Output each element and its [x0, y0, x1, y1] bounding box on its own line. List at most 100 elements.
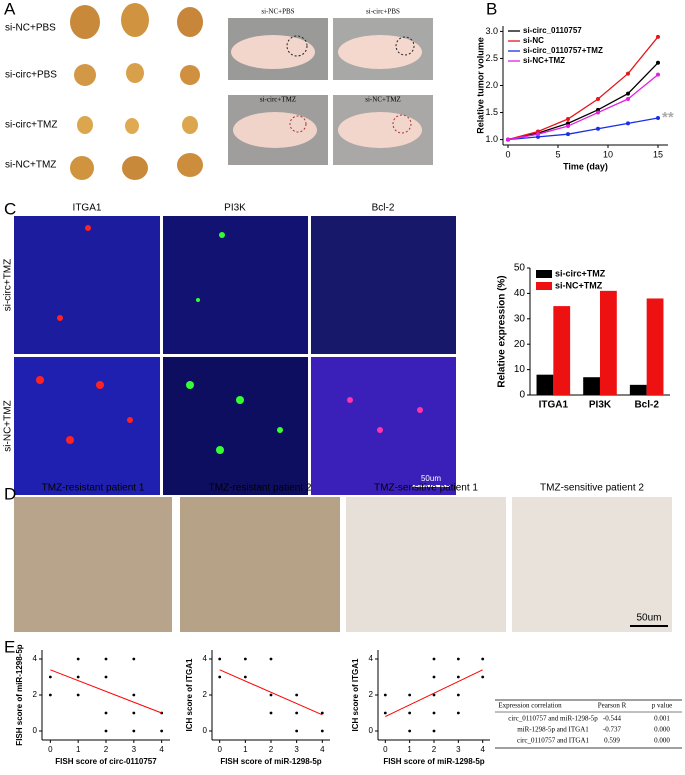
x-axis-label: FISH score of circ-0110757 [55, 757, 157, 766]
legend-swatch [536, 282, 552, 290]
scale-bar-label: 50um [636, 613, 661, 624]
x-tick-label: 5 [555, 149, 560, 159]
point [432, 657, 436, 661]
point [536, 132, 540, 137]
x-tick-label: 0 [505, 149, 510, 159]
point [132, 657, 136, 661]
row-label: si-NC+TMZ [3, 400, 14, 451]
y-tick-label: 2.5 [485, 53, 498, 63]
point [656, 72, 660, 77]
point [432, 711, 436, 715]
fit-line [50, 669, 162, 714]
x-tick-label: PI3K [589, 400, 612, 411]
point [456, 693, 460, 697]
bar [600, 290, 617, 395]
scale-bar-label: 50um [421, 474, 441, 483]
point [432, 729, 436, 733]
line [507, 36, 659, 141]
point [218, 675, 222, 679]
table-header: Expression correlation [498, 702, 562, 710]
fluorescence-images [14, 216, 456, 495]
y-tick-label: 0 [203, 726, 208, 735]
point [269, 693, 273, 697]
photo-label: si-circ+TMZ [260, 96, 296, 104]
point [295, 729, 299, 733]
y-tick-label: 40 [514, 288, 526, 299]
x-tick-label: 0 [383, 745, 388, 754]
legend-label: si-NC [523, 36, 544, 45]
point [456, 657, 460, 661]
point [566, 117, 570, 122]
x-tick-label: ITGA1 [539, 400, 569, 411]
bar [553, 306, 571, 395]
legend-swatch [536, 270, 552, 278]
panel-letter: D [4, 484, 16, 503]
x-tick-label: 2 [269, 745, 274, 754]
point [596, 126, 600, 131]
point [48, 675, 52, 679]
point [295, 693, 299, 697]
table-cell: -0.544 [603, 715, 622, 723]
line [507, 74, 659, 141]
photo-label: si-NC+TMZ [365, 96, 400, 104]
y-axis-label: ICH score of ITGA1 [351, 658, 360, 731]
point [104, 657, 108, 661]
photo-label: si-NC+PBS [261, 8, 294, 16]
point [320, 711, 324, 715]
column-label: Bcl-2 [372, 203, 395, 214]
x-tick-label: 4 [320, 745, 325, 754]
x-tick-label: 4 [480, 745, 485, 754]
x-axis-label: FISH score of miR-1298-5p [383, 757, 484, 766]
table-cell: circ_0110757 and ITGA1 [517, 737, 590, 745]
image-title: TMZ-sensitive patient 1 [374, 483, 478, 494]
point [596, 97, 600, 102]
point [76, 693, 80, 697]
x-tick-label: 3 [294, 745, 299, 754]
row-label: si-circ+TMZ [5, 120, 58, 131]
x-tick-label: 1 [243, 745, 248, 754]
point [269, 711, 273, 715]
point [481, 675, 485, 679]
point [132, 729, 136, 733]
y-tick-label: 30 [514, 313, 526, 324]
y-tick-label: 4 [369, 654, 374, 663]
table-cell: -0.737 [603, 726, 622, 734]
x-tick-label: 0 [217, 745, 222, 754]
y-tick-label: 1.5 [485, 107, 498, 117]
x-tick-label: 1 [76, 745, 81, 754]
y-tick-label: 2.0 [485, 80, 498, 90]
bar [629, 384, 647, 395]
table-cell: 0.000 [654, 737, 670, 745]
point [269, 657, 273, 661]
panel-letter: C [4, 199, 16, 218]
point [243, 675, 247, 679]
image-title: TMZ-resistant patient 1 [42, 483, 145, 494]
point [566, 124, 570, 129]
table-header: Pearson R [598, 702, 627, 710]
point [656, 115, 660, 120]
table-cell: miR-1298-5p and ITGA1 [517, 726, 589, 734]
y-tick-label: 4 [203, 654, 208, 663]
point [432, 675, 436, 679]
y-axis-label: Relative expression (%) [497, 275, 508, 387]
point [456, 675, 460, 679]
table-header: p value [652, 702, 672, 710]
column-label: PI3K [224, 203, 246, 214]
legend-label: si-circ+TMZ [555, 268, 606, 278]
panel-letter: E [4, 637, 15, 656]
fit-line [385, 669, 483, 718]
point [408, 729, 412, 733]
y-tick-label: 0 [369, 726, 374, 735]
y-tick-label: 2 [33, 690, 38, 699]
ihc-images [14, 497, 672, 632]
legend-label: si-NC+TMZ [523, 56, 565, 65]
bar [646, 298, 664, 395]
row-label: si-circ+TMZ [3, 259, 14, 312]
y-tick-label: 10 [514, 364, 526, 375]
panel-letter: B [486, 0, 497, 18]
fit-line [219, 669, 323, 716]
point [626, 91, 630, 96]
point [596, 110, 600, 115]
x-tick-label: 3 [132, 745, 137, 754]
